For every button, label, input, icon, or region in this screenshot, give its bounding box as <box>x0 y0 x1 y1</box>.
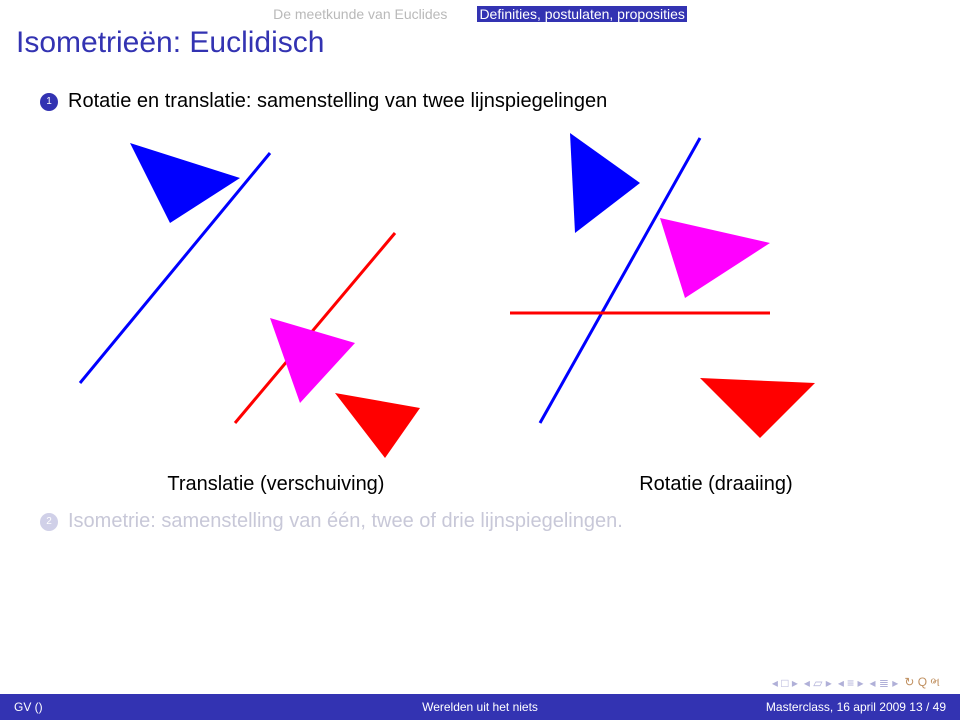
page-title: Isometrieën: Euclidisch <box>0 22 960 60</box>
nav-prev-section-icon[interactable]: ◂ ≡ ▸ <box>838 676 864 690</box>
bullet-item-1: 1 Rotatie en translatie: samenstelling v… <box>40 90 920 113</box>
nav-back-icon[interactable]: ◂ ≣ ▸ <box>870 676 899 690</box>
footer-title: Werelden uit het niets <box>325 700 636 714</box>
bullet-text: Rotatie en translatie: samenstelling van… <box>68 90 607 113</box>
caption-rotation: Rotatie (draaiing) <box>639 473 792 496</box>
nav-search-icon[interactable]: ↻ Q ભ <box>904 675 940 690</box>
isometry-diagram <box>40 123 920 463</box>
bullet-number-icon: 1 <box>40 93 58 111</box>
bullet-number-icon: 2 <box>40 513 58 531</box>
breadcrumb-section: De meetkunde van Euclides <box>273 6 447 22</box>
nav-prev-frame-icon[interactable]: ◂ ▱ ▸ <box>804 676 832 690</box>
nav-prev-slide-icon[interactable]: ◂ □ ▸ <box>772 676 798 690</box>
footer-date-page: Masterclass, 16 april 2009 13 / 49 <box>635 700 946 714</box>
footer-bar: GV () Werelden uit het niets Masterclass… <box>0 694 960 720</box>
bullet-text-dim: Isometrie: samenstelling van één, twee o… <box>68 510 623 533</box>
beamer-nav-symbols[interactable]: ◂ □ ▸ ◂ ▱ ▸ ◂ ≡ ▸ ◂ ≣ ▸ ↻ Q ભ <box>772 675 940 690</box>
bullet-item-2: 2 Isometrie: samenstelling van één, twee… <box>40 510 920 533</box>
header-tabs: De meetkunde van Euclides Definities, po… <box>0 0 960 22</box>
caption-translation: Translatie (verschuiving) <box>167 473 384 496</box>
breadcrumb-subsection: Definities, postulaten, proposities <box>477 6 686 22</box>
content-area: 1 Rotatie en translatie: samenstelling v… <box>0 60 960 533</box>
footer-author: GV () <box>14 700 325 714</box>
diagram <box>40 123 920 463</box>
diagram-captions: Translatie (verschuiving) Rotatie (draai… <box>40 473 920 496</box>
